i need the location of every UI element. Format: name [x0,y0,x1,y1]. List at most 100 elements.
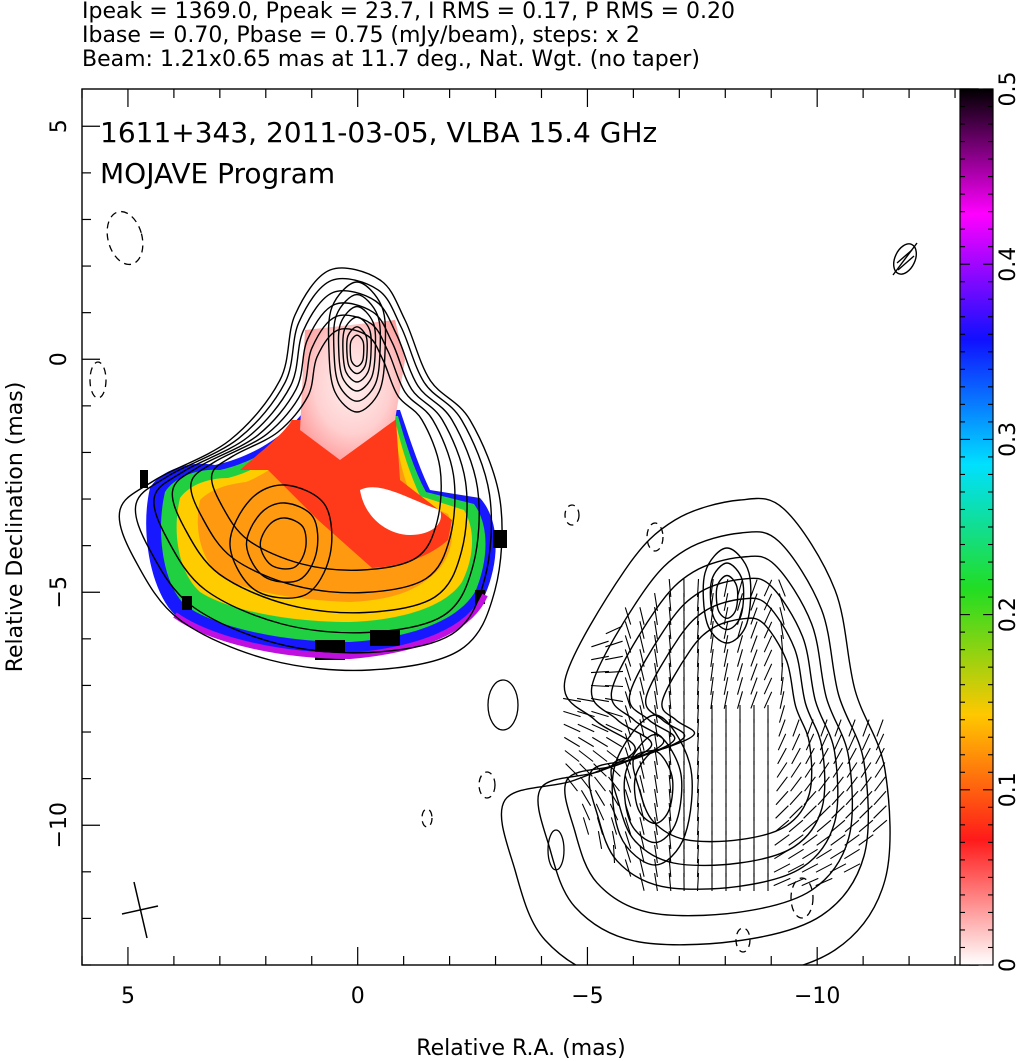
evpa-tick [639,873,645,891]
evpa-tick [605,723,623,733]
header-line-2: Ibase = 0.70, Pbase = 0.75 (mJy/beam), s… [82,23,640,48]
evpa-tick [639,859,645,877]
colorbar-tick-label: 0.2 [996,597,1021,632]
evpa-tick [639,635,645,653]
program-annotation: MOJAVE Program [100,157,335,190]
evpa-tick [668,816,672,836]
evpa-tick [806,719,814,737]
stokes-i-contours [118,267,503,672]
evpa-tick [639,719,645,737]
evpa-tick [736,677,744,695]
evpa-tick [816,848,832,860]
evpa-tick [593,763,607,777]
evpa-tick [582,817,590,835]
evpa-tick [844,819,860,833]
evpa-tick [833,747,843,765]
evpa-tick [804,776,816,792]
evpa-tick [654,789,658,807]
negative-contour [478,771,496,799]
evpa-tick [804,762,816,778]
evpa-tick [696,634,700,654]
evpa-tick [776,762,788,778]
evpa-tick [591,655,609,661]
evpa-tick [604,684,624,688]
evpa-tick [639,733,645,751]
header-line-3: Beam: 1.21x0.65 mas at 11.7 deg., Nat. W… [82,47,700,72]
evpa-tick [848,719,856,737]
evpa-tick [696,816,700,836]
evpa-tick [577,710,595,718]
evpa-tick [639,761,645,779]
evpa-tick [815,877,833,887]
evpa-tick [591,640,609,648]
beam-ellipse [892,242,918,276]
evpa-tick [580,776,592,792]
evpa-tick [831,790,845,806]
evpa-tick [639,621,645,639]
evpa-tick [590,684,610,688]
evpa-tick [736,649,744,667]
evpa-tick [736,607,744,625]
negative-contours [89,210,814,953]
evpa-tick [790,762,802,778]
evpa-tick [668,606,672,626]
negative-contour [735,927,751,953]
evpa-tick [778,705,786,723]
evpa-tick [610,817,618,835]
evpa-tick [639,705,645,723]
evpa-tick [624,719,632,737]
evpa-tick [763,579,773,597]
evpa-tick [736,579,744,597]
y-tick-label: −5 [47,576,72,608]
evpa-tick [668,732,672,752]
y-tick-label: −10 [47,802,72,848]
evpa-tick [780,621,784,639]
evpa-tick [774,819,790,833]
evpa-tick [594,776,606,792]
evpa-tick [578,750,594,762]
evpa-tick [763,635,773,653]
evpa-tick [668,648,672,668]
evpa-tick [845,790,859,806]
evpa-tick [624,691,632,709]
polarized-intensity-core-contour [715,574,739,620]
evpa-tick [696,662,700,682]
evpa-tick [750,677,758,695]
evpa-tick [763,677,773,695]
evpa-tick [763,649,773,667]
evpa-tick [624,621,632,639]
evpa-tick [803,790,817,806]
evpa-tick [639,817,645,835]
evpa-tick [818,762,830,778]
evpa-tick [564,750,580,762]
evpa-tick [750,649,758,667]
evpa-tick [776,776,788,792]
evpa-tick [710,607,714,625]
evpa-tick [777,747,787,765]
evpa-tick [802,819,818,833]
evpa-tick [710,593,714,611]
evpa-tick [789,790,803,806]
polarized-intensity-core-contour [702,547,752,644]
evpa-tick [775,805,789,819]
evpa-tick [872,819,888,833]
evpa-tick [710,691,714,709]
colorbar-tick-labels: 0 0.1 0.2 0.3 0.4 0.5 [996,72,1021,973]
evpa-tick [862,719,870,737]
evpa-tick [639,789,645,807]
evpa-tick [861,733,871,751]
evpa-tick [639,649,645,667]
evpa-tick [846,762,858,778]
evpa-tick [605,625,623,635]
evpa-tick [605,640,623,648]
evpa-tick [696,732,700,752]
evpa-tick [668,634,672,654]
evpa-tick [723,691,729,709]
evpa-tick [696,592,700,612]
evpa-tick [775,790,789,806]
evpa-tick [639,845,645,863]
evpa-tick [564,736,580,748]
evpa-tick [778,719,786,737]
evpa-tick [590,670,610,674]
evpa-tick [563,710,581,718]
